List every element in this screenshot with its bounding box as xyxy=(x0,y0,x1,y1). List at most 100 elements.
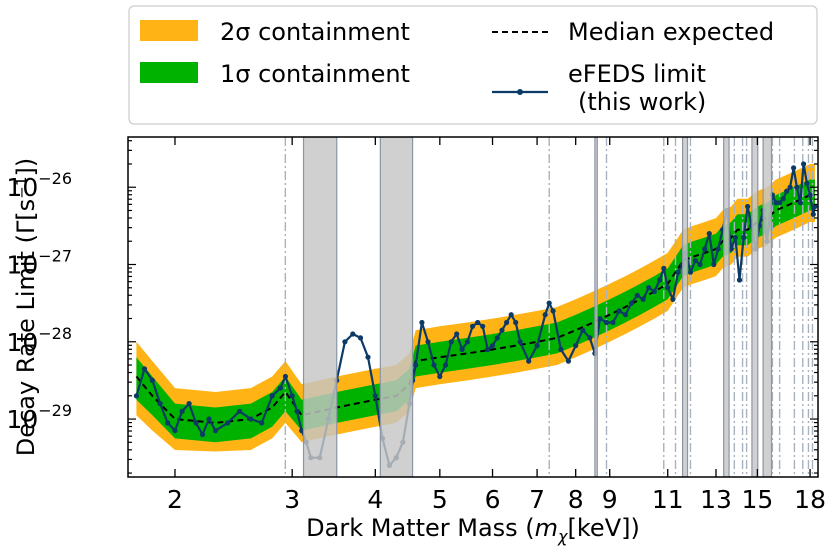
y-tick-label: 10−26 xyxy=(6,169,72,202)
efeds-limit-point xyxy=(149,377,155,383)
efeds-limit-point xyxy=(804,180,810,186)
efeds-limit-point xyxy=(697,261,703,268)
efeds-limit-point xyxy=(459,346,465,353)
efeds-limit-point xyxy=(711,261,717,268)
masked-region-3 xyxy=(681,137,689,477)
efeds-limit-point xyxy=(546,300,552,306)
efeds-limit-point xyxy=(715,246,721,252)
efeds-limit-point xyxy=(702,246,708,252)
efeds-limit-point xyxy=(794,184,800,190)
legend-median-label: Median expected xyxy=(568,18,774,46)
efeds-limit-point xyxy=(777,200,783,206)
efeds-limit-point xyxy=(489,343,496,349)
efeds-limit-point xyxy=(741,234,747,241)
efeds-limit-point xyxy=(259,420,265,426)
legend-limit-label-line2: (this work) xyxy=(578,88,706,116)
efeds-limit-point xyxy=(357,335,364,341)
one-sigma-band xyxy=(136,179,815,443)
efeds-limit-point xyxy=(499,327,505,333)
efeds-limit-point xyxy=(610,319,616,326)
efeds-limit-point xyxy=(193,420,199,426)
efeds-limit-point xyxy=(661,265,667,271)
efeds-limit-point xyxy=(365,354,371,360)
x-tick-label: 6 xyxy=(485,485,501,514)
efeds-limit-point xyxy=(199,431,206,438)
efeds-limit-point xyxy=(248,416,254,422)
legend: 2σ containment 1σ containment Median exp… xyxy=(128,5,818,125)
efeds-limit-point xyxy=(425,339,431,345)
efeds-limit-point xyxy=(413,362,419,368)
efeds-limit-point xyxy=(526,358,532,364)
efeds-limit-point xyxy=(665,285,671,291)
efeds-limit-point xyxy=(812,203,818,210)
efeds-limit-point xyxy=(419,319,425,326)
efeds-limit-point xyxy=(485,346,491,353)
masked-region-4 xyxy=(723,137,730,477)
efeds-limit-point xyxy=(212,428,218,434)
x-tick-label: 11 xyxy=(652,485,684,514)
axes-frame xyxy=(127,136,819,478)
efeds-limit-point xyxy=(508,312,514,318)
x-tick-label: 9 xyxy=(602,485,618,514)
efeds-limit-point xyxy=(179,408,185,414)
efeds-limit-point xyxy=(454,331,460,337)
efeds-limit-point xyxy=(289,393,295,399)
x-tick-label: 3 xyxy=(284,485,300,514)
efeds-limit-point xyxy=(603,319,610,326)
masked-region-0 xyxy=(302,137,338,477)
efeds-limit-point xyxy=(448,339,454,345)
efeds-limit-point xyxy=(494,335,500,341)
efeds-limit-point xyxy=(558,346,564,353)
efeds-limit-point xyxy=(706,231,712,237)
efeds-limit-point xyxy=(294,408,300,414)
x-tick-label: 7 xyxy=(529,485,545,514)
legend-limit-label-line1: eFEDS limit xyxy=(568,60,706,88)
efeds-limit-point xyxy=(646,285,652,291)
efeds-limit-point xyxy=(282,373,288,380)
efeds-limit-point xyxy=(437,373,443,380)
efeds-limit-point xyxy=(797,200,803,206)
efeds-limit-point xyxy=(225,420,231,426)
efeds-limit-point xyxy=(634,292,640,298)
efeds-limit-point xyxy=(745,203,751,210)
masked-region-6 xyxy=(762,137,773,477)
efeds-limit-point xyxy=(542,312,548,318)
efeds-limit-point xyxy=(277,385,283,391)
efeds-limit-point xyxy=(628,300,635,306)
efeds-limit-point xyxy=(464,339,470,345)
efeds-limit-point xyxy=(269,393,275,399)
efeds-limit-point xyxy=(791,165,797,171)
efeds-limit-point xyxy=(470,323,476,329)
efeds-limit-point xyxy=(784,188,790,194)
masked-region-1 xyxy=(379,137,414,477)
x-tick-label: 8 xyxy=(568,485,584,514)
x-tick-label: 4 xyxy=(367,485,383,514)
efeds-limit-point xyxy=(443,362,449,368)
efeds-limit-point xyxy=(807,192,813,198)
efeds-limit-point xyxy=(692,258,698,264)
efeds-limit-point xyxy=(773,200,779,206)
efeds-limit-point xyxy=(475,319,481,326)
x-tick-label: 13 xyxy=(700,485,732,514)
efeds-limit-point xyxy=(480,323,486,329)
y-axis-title: Decay Rate Limit (Γ[s⁻¹]) xyxy=(12,158,40,456)
efeds-limit-point xyxy=(513,319,519,326)
efeds-limit-point xyxy=(141,366,148,372)
efeds-limit-point xyxy=(573,343,579,349)
masked-region-5 xyxy=(751,137,759,477)
efeds-limit-point xyxy=(133,393,139,399)
efeds-limit-point xyxy=(801,161,807,167)
legend-one-sigma-label: 1σ containment xyxy=(220,60,410,88)
efeds-limit-point xyxy=(372,393,378,399)
legend-two-sigma-swatch xyxy=(140,20,198,41)
efeds-limit-point xyxy=(504,319,510,326)
efeds-limit-point xyxy=(728,246,734,252)
efeds-limit-point xyxy=(657,277,663,283)
efeds-limit-point xyxy=(587,335,593,341)
efeds-limit-point xyxy=(675,269,681,275)
efeds-limit-point xyxy=(810,211,816,217)
efeds-limit-point xyxy=(736,277,743,283)
legend-limit-marker xyxy=(517,89,523,95)
efeds-limit-point xyxy=(550,308,556,314)
